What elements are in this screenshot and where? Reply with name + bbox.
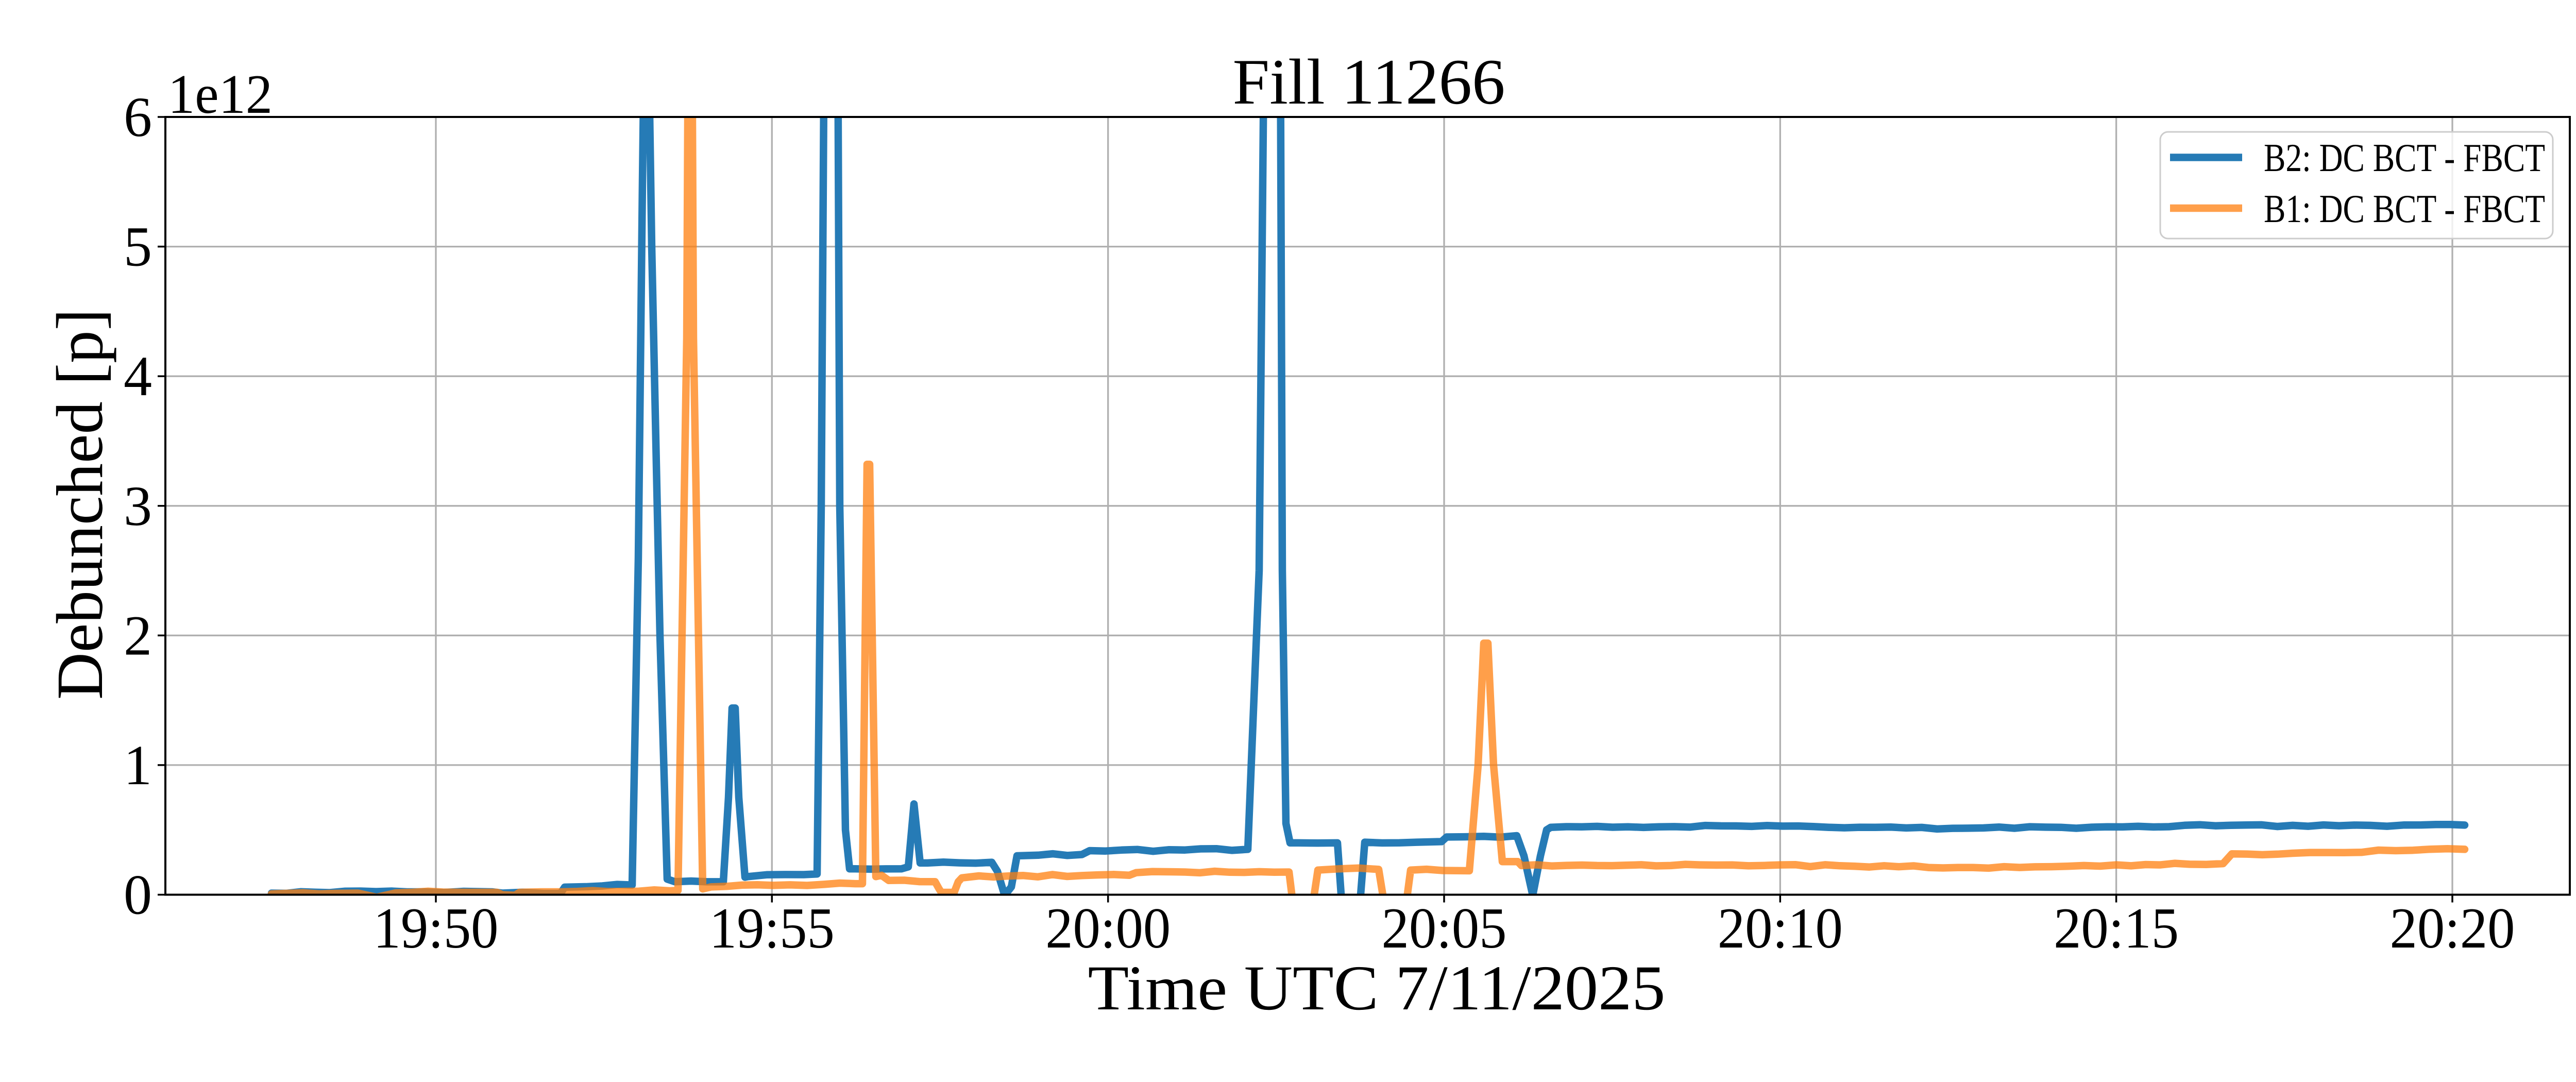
svg-text:20:00: 20:00 [1045, 897, 1171, 960]
svg-text:19:50: 19:50 [374, 897, 499, 960]
svg-text:1: 1 [124, 734, 152, 797]
svg-text:B1: DC BCT - FBCT: B1: DC BCT - FBCT [2264, 187, 2545, 231]
svg-text:0: 0 [124, 864, 152, 926]
svg-text:Fill 11266: Fill 11266 [1233, 46, 1505, 118]
svg-text:4: 4 [124, 345, 152, 408]
svg-text:Debunched [p]: Debunched [p] [43, 309, 116, 700]
svg-text:20:20: 20:20 [2390, 897, 2515, 960]
svg-text:6: 6 [124, 86, 152, 148]
svg-text:5: 5 [124, 215, 152, 278]
svg-text:20:10: 20:10 [1718, 897, 1843, 960]
svg-text:20:05: 20:05 [1382, 897, 1507, 960]
svg-text:Time UTC 7/11/2025: Time UTC 7/11/2025 [1088, 953, 1666, 1023]
svg-text:3: 3 [124, 475, 152, 537]
svg-text:19:55: 19:55 [709, 897, 835, 960]
svg-text:1e12: 1e12 [168, 64, 273, 125]
svg-text:2: 2 [124, 604, 152, 667]
svg-text:B2: DC BCT - FBCT: B2: DC BCT - FBCT [2264, 136, 2545, 180]
svg-text:20:15: 20:15 [2054, 897, 2179, 960]
